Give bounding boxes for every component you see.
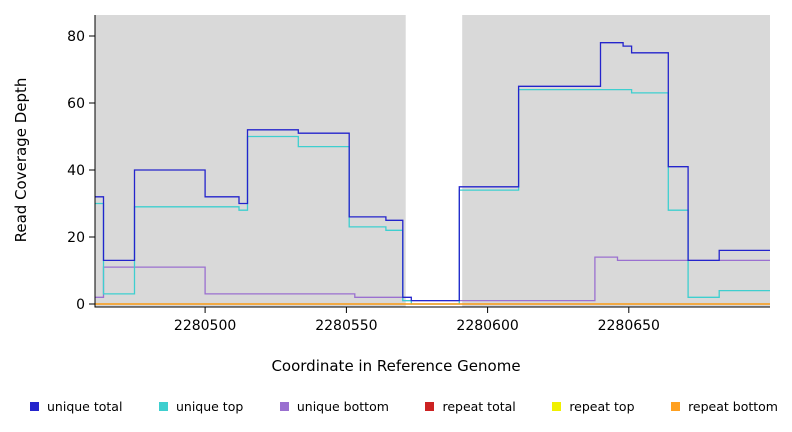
coverage-plot: 2280500 2280550 2280600 2280650 0 20 40 60 80 Re… [12, 15, 770, 334]
legend-item-repeat-bottom: repeat bottom [671, 399, 778, 414]
x-tick-label: 2280600 [456, 318, 518, 334]
y-tick-label: 0 [76, 297, 85, 313]
unique-total-swatch-icon [30, 402, 39, 411]
y-tick-label: 60 [67, 96, 85, 112]
series-lines [95, 42, 770, 305]
legend-label: unique bottom [296, 399, 389, 414]
legend: unique total unique top unique bottom repea… [0, 399, 792, 414]
legend-item-unique-top: unique top [158, 399, 244, 414]
legend-item-repeat-total: repeat total [425, 399, 516, 414]
axes: 2280500 2280550 2280600 2280650 0 20 40 60 80 [67, 15, 770, 334]
y-tick-label: 40 [67, 163, 85, 179]
repeat-bottom-swatch-icon [671, 402, 681, 411]
unique-bottom-swatch-icon [279, 402, 289, 411]
x-axis-title: Coordinate in Reference Genome [271, 357, 521, 375]
unique-top-swatch-icon [158, 402, 168, 411]
legend-label: repeat bottom [688, 399, 778, 414]
legend-item-unique-bottom: unique bottom [279, 399, 389, 414]
x-tick-label: 2280550 [315, 318, 377, 334]
y-tick-label: 80 [67, 29, 85, 45]
legend-label: unique total [47, 399, 123, 414]
y-tick-label: 20 [67, 230, 85, 246]
x-tick-label: 2280650 [598, 318, 660, 334]
legend-item-unique-total: unique total [30, 399, 122, 414]
legend-label: repeat top [569, 399, 635, 414]
legend-item-repeat-top: repeat top [552, 399, 635, 414]
repeat-total-swatch-icon [425, 402, 435, 411]
legend-label: repeat total [442, 399, 516, 414]
legend-label: unique top [175, 399, 244, 414]
y-axis-title: Read Coverage Depth [12, 78, 30, 243]
repeat-top-swatch-icon [552, 402, 562, 411]
x-tick-label: 2280500 [174, 318, 236, 334]
series-line-unique-total [95, 42, 770, 302]
plot-background [95, 15, 770, 307]
coverage-gap-region [405, 15, 463, 307]
